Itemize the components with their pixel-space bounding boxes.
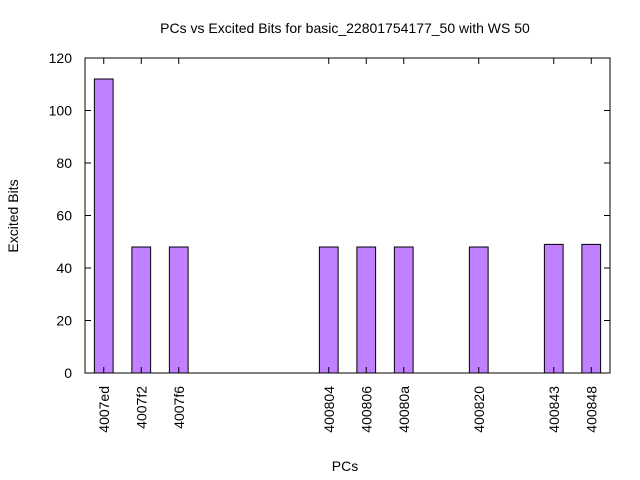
y-axis-ticks: 0 20 40 60 80 100 120	[49, 50, 610, 381]
x-axis-label: PCs	[332, 458, 358, 474]
bar-4007f2	[131, 246, 152, 374]
x-tick-label: 400804	[321, 386, 337, 433]
bar-400848	[581, 243, 602, 374]
x-tick-label: 400848	[583, 386, 599, 433]
bar-400843	[543, 243, 564, 374]
bar-4007f6	[168, 246, 189, 374]
y-tick-label: 120	[49, 50, 73, 66]
x-tick-label: 4007f2	[133, 386, 149, 429]
y-axis-label: Excited Bits	[5, 179, 21, 252]
x-tick-label: 400820	[471, 386, 487, 433]
x-tick-label: 4007f6	[171, 386, 187, 429]
bar-400806	[356, 246, 377, 374]
bar-4007ed	[93, 78, 114, 374]
x-tick-label: 400843	[546, 386, 562, 433]
x-tick-label: 40080a	[396, 386, 412, 433]
bar-40080a	[393, 246, 414, 374]
plot-frame	[84, 57, 611, 374]
y-tick-label: 20	[56, 313, 72, 329]
bar-400820	[468, 246, 489, 374]
y-tick-label: 40	[56, 260, 72, 276]
bar-400804	[318, 246, 339, 374]
y-tick-label: 100	[49, 103, 73, 119]
y-tick-label: 80	[56, 155, 72, 171]
chart-title: PCs vs Excited Bits for basic_2280175417…	[160, 20, 530, 36]
y-tick-label: 60	[56, 208, 72, 224]
bars-group	[93, 78, 602, 374]
y-tick-label: 0	[64, 365, 72, 381]
x-tick-label: 4007ed	[96, 386, 112, 433]
x-tick-label: 400806	[358, 386, 374, 433]
x-axis-ticks: 4007ed 4007f2 4007f6 400804 400806 40080a 4008…	[96, 58, 599, 433]
